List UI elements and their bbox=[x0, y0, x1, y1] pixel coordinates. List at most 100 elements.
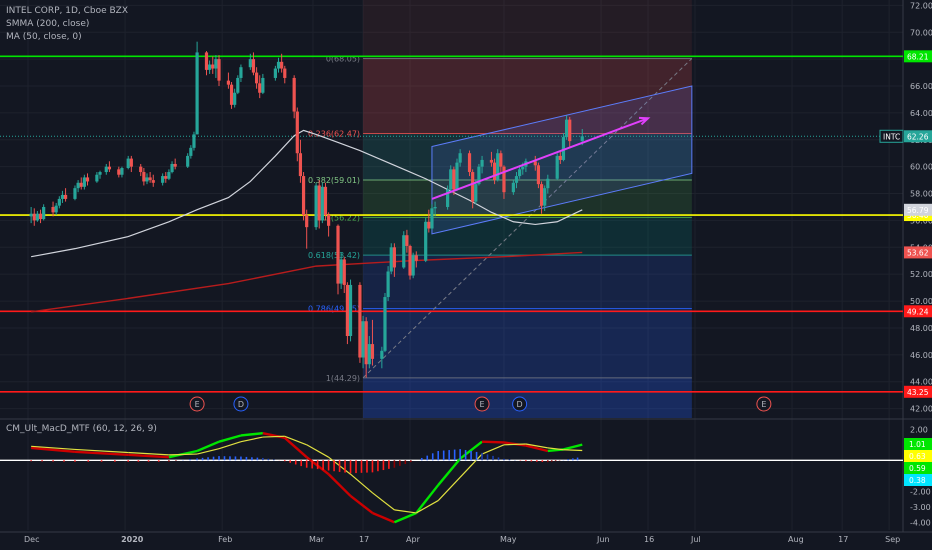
time-tick-label: Jul bbox=[690, 535, 701, 544]
macd-histogram-bar bbox=[426, 455, 429, 461]
macd-histogram-bar bbox=[218, 456, 220, 461]
macd-histogram-bar bbox=[459, 449, 461, 461]
candle bbox=[492, 162, 497, 181]
macd-histogram-bar bbox=[388, 460, 390, 469]
macd-histogram-bar bbox=[305, 460, 308, 468]
candle bbox=[546, 178, 550, 189]
axes: 42.0044.0046.0048.0050.0052.0054.0056.00… bbox=[24, 1, 932, 544]
macd-value-badge: 0.63 bbox=[909, 452, 926, 461]
signal-line bbox=[372, 492, 395, 511]
event-marker bbox=[756, 396, 772, 412]
time-tick-label: May bbox=[500, 535, 517, 544]
candle bbox=[145, 177, 149, 182]
time-tick-label: Apr bbox=[406, 535, 421, 544]
candle bbox=[496, 153, 500, 181]
candle bbox=[320, 186, 324, 221]
candle bbox=[54, 205, 58, 213]
macd-histogram-bar bbox=[431, 453, 434, 461]
macd-histogram-bar bbox=[572, 458, 574, 461]
candle bbox=[323, 186, 328, 216]
candle bbox=[186, 155, 190, 167]
macd-histogram-bar bbox=[207, 457, 209, 461]
chart-title: INTEL CORP, 1D, Cboe BZX bbox=[6, 6, 128, 16]
macd-histogram-bar bbox=[442, 450, 445, 461]
price-tick-label: 46.00 bbox=[910, 351, 932, 360]
candle bbox=[424, 221, 428, 261]
macd-histogram-bar bbox=[486, 454, 489, 461]
price-badge: 56.79 bbox=[907, 206, 929, 215]
price-tick-label: 50.00 bbox=[910, 297, 932, 306]
time-tick-label: Sep bbox=[885, 535, 900, 544]
candle bbox=[327, 215, 331, 226]
price-tick-label: 48.00 bbox=[910, 324, 932, 333]
candle bbox=[336, 225, 340, 284]
macd-line bbox=[240, 431, 263, 437]
candle bbox=[283, 68, 287, 78]
signal-line bbox=[563, 449, 583, 452]
macd-line bbox=[459, 440, 483, 460]
fib-level-label: 0.236(62.47) bbox=[308, 129, 360, 138]
candle bbox=[446, 189, 450, 207]
macd-histogram-bar bbox=[196, 458, 198, 461]
macd-histogram-bar bbox=[327, 460, 330, 471]
candle bbox=[120, 168, 124, 175]
candle bbox=[189, 147, 193, 156]
macd-line bbox=[525, 444, 549, 453]
macd-histogram-bar bbox=[30, 460, 32, 462]
macd-histogram-bar bbox=[355, 460, 357, 474]
candle bbox=[489, 159, 494, 163]
time-tick-label: 17 bbox=[838, 535, 848, 544]
candle bbox=[433, 206, 437, 209]
macd-line bbox=[31, 446, 76, 453]
signal-line bbox=[437, 476, 461, 501]
macd-histogram-bar bbox=[63, 460, 65, 462]
macd-histogram-bar bbox=[550, 460, 553, 462]
candle bbox=[208, 64, 212, 70]
symbol-tag: INTC bbox=[883, 132, 900, 141]
macd-line bbox=[283, 436, 308, 459]
candle bbox=[367, 344, 371, 365]
macd-line bbox=[563, 443, 583, 451]
candle bbox=[480, 159, 484, 167]
candle bbox=[60, 194, 65, 199]
candle bbox=[29, 213, 33, 217]
macd-histogram-bar bbox=[382, 460, 385, 471]
candle bbox=[214, 59, 218, 69]
candle bbox=[192, 134, 196, 148]
candle bbox=[348, 284, 353, 337]
macd-histogram-bar bbox=[541, 460, 544, 462]
macd-histogram-bar bbox=[52, 460, 54, 462]
candle bbox=[533, 161, 537, 166]
macd-histogram-bar bbox=[175, 460, 177, 461]
macd-histogram-bar bbox=[338, 460, 341, 472]
candle bbox=[129, 158, 133, 167]
fib-zone bbox=[363, 308, 692, 378]
fib-diagonal bbox=[362, 58, 693, 379]
macd-histogram-bar bbox=[475, 451, 478, 461]
candle bbox=[148, 177, 152, 181]
macd-tick-label: 2.00 bbox=[910, 425, 928, 434]
level-badge: 43.25 bbox=[907, 388, 929, 397]
candle bbox=[139, 166, 143, 173]
candle bbox=[561, 137, 566, 160]
candle bbox=[107, 166, 112, 170]
macd-histogram-bar bbox=[554, 460, 557, 462]
candle bbox=[251, 59, 256, 73]
time-tick-label: Dec bbox=[24, 535, 39, 544]
macd-value-badge-bg bbox=[904, 450, 932, 462]
macd-histogram-bar bbox=[137, 460, 140, 462]
macd-pane[interactable] bbox=[0, 431, 903, 524]
price-pane[interactable]: 0(68.05) 0.236(62.47) 0.382(59.01) 0.5(56.2… bbox=[0, 0, 903, 418]
fib-level-label: 0.5(56.22) bbox=[318, 213, 360, 222]
macd-histogram-bar bbox=[294, 460, 297, 465]
candle bbox=[76, 182, 80, 189]
candle bbox=[276, 61, 281, 69]
candle bbox=[414, 255, 418, 261]
candle bbox=[248, 59, 252, 68]
level-badge-bg bbox=[904, 305, 932, 318]
candle bbox=[514, 176, 519, 183]
time-tick-label: Mar bbox=[309, 535, 325, 544]
candle bbox=[85, 177, 90, 182]
candle bbox=[317, 185, 321, 221]
